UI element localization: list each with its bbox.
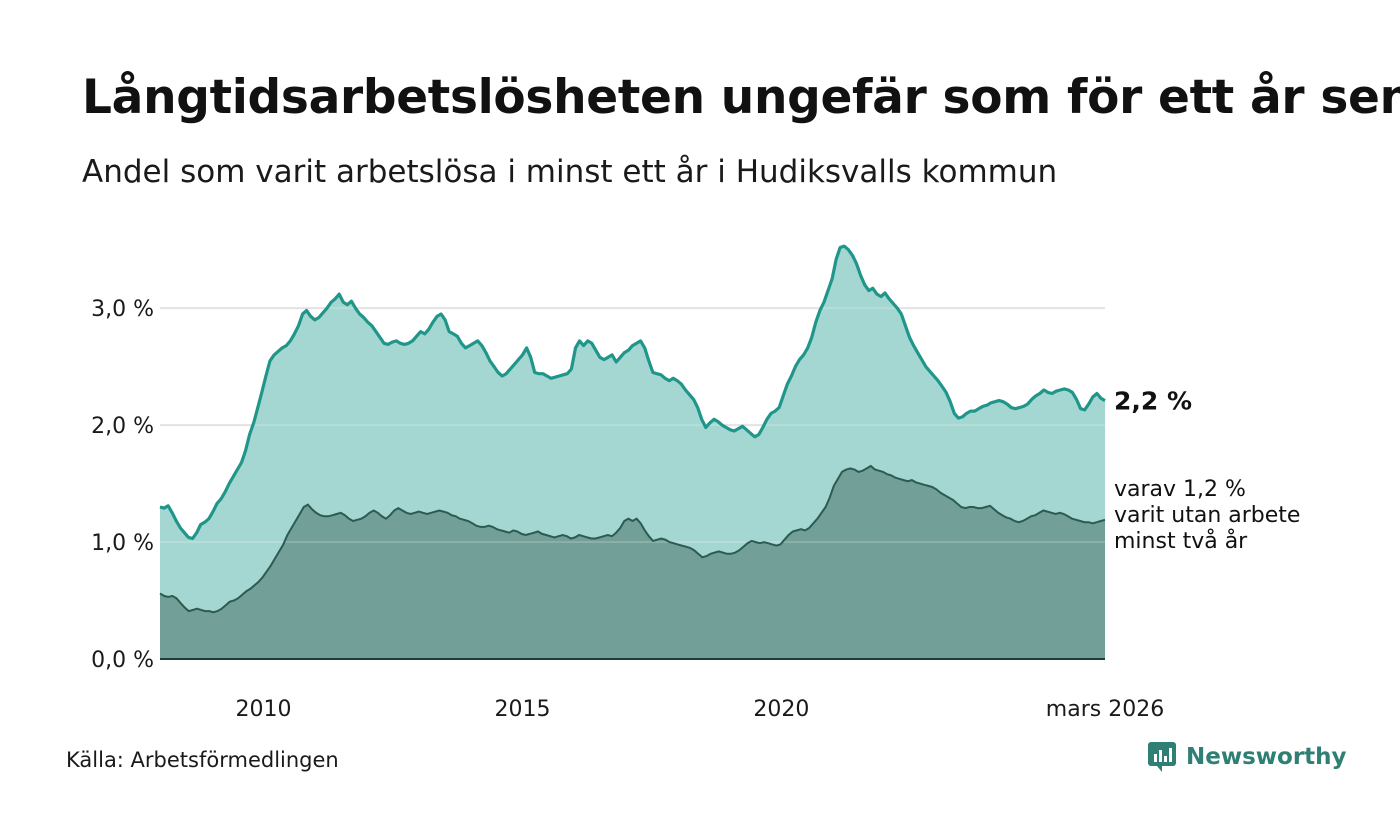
area-chart: 0,0 % 1,0 % 2,0 % 3,0 % 2010 2015 2020 mars 202… bbox=[91, 244, 1300, 722]
y-tick-label: 3,0 % bbox=[91, 297, 154, 322]
x-tick-label: mars 2026 bbox=[1046, 697, 1164, 722]
end-label-two-years-line: minst två år bbox=[1114, 528, 1248, 554]
y-tick-label: 1,0 % bbox=[91, 531, 154, 556]
end-label-two-years-line: varit utan arbete bbox=[1114, 503, 1300, 528]
chart-title: Långtidsarbetslösheten ungefär som för e… bbox=[82, 70, 1400, 125]
y-tick-label: 2,0 % bbox=[91, 414, 154, 439]
y-tick-label: 0,0 % bbox=[91, 648, 154, 673]
x-tick-label: 2020 bbox=[753, 697, 809, 722]
newsworthy-logo-icon bbox=[1148, 742, 1176, 772]
source-note: Källa: Arbetsförmedlingen bbox=[66, 748, 339, 772]
end-label-one-year: 2,2 % bbox=[1114, 387, 1192, 416]
x-tick-label: 2010 bbox=[236, 697, 292, 722]
end-label-two-years-line: varav 1,2 % bbox=[1114, 477, 1246, 502]
chart-subtitle: Andel som varit arbetslösa i minst ett å… bbox=[82, 154, 1058, 190]
x-tick-label: 2015 bbox=[494, 697, 550, 722]
series-area-two-years bbox=[160, 466, 1105, 659]
series-line-one-year bbox=[159, 244, 1106, 541]
brand-name: Newsworthy bbox=[1186, 744, 1347, 770]
series-line-two-years bbox=[159, 464, 1106, 614]
brand-logo[interactable]: Newsworthy bbox=[1148, 740, 1347, 774]
